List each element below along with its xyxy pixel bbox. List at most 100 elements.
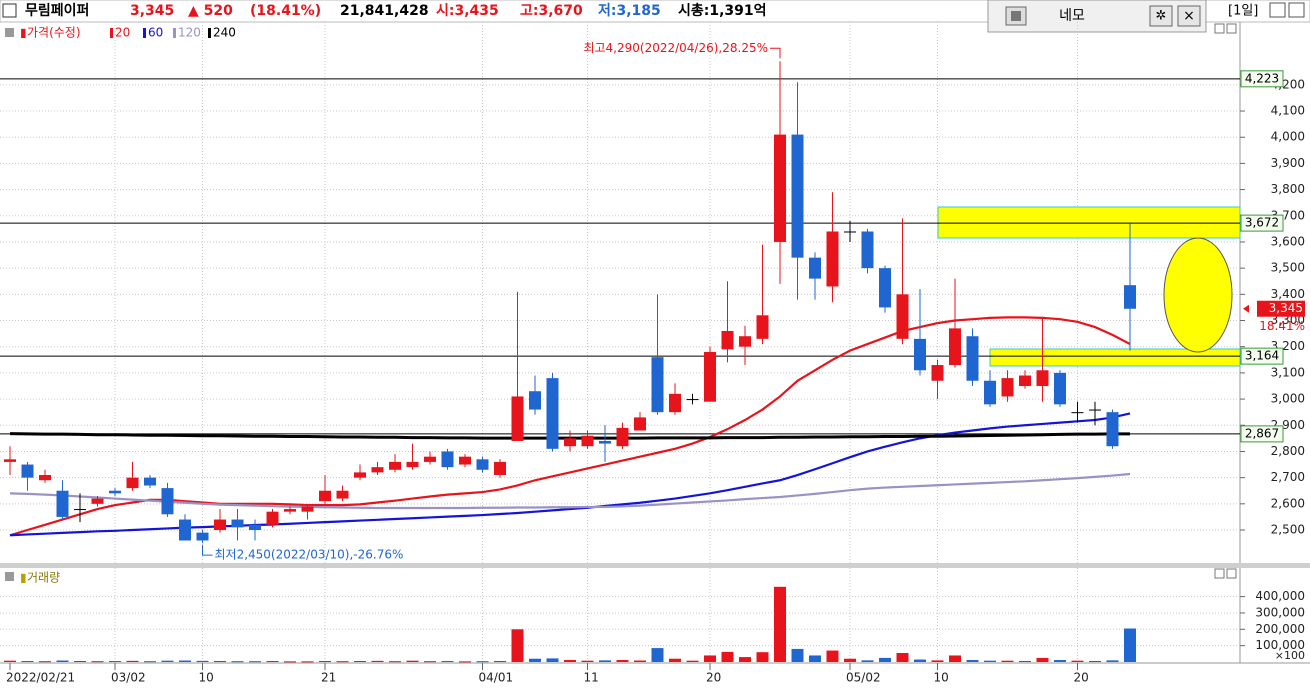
volume-bar <box>319 661 331 663</box>
settings-button[interactable] <box>1149 5 1173 27</box>
moving-average <box>9 316 1131 537</box>
volume-bar <box>231 661 244 663</box>
change: ▲ 520 <box>188 3 233 19</box>
panel-button[interactable] <box>1226 568 1237 579</box>
volume-bar <box>774 586 786 662</box>
volume-bar <box>599 660 611 662</box>
y-tick-label: 4,000 <box>1271 130 1305 144</box>
y-tick-label: 3,400 <box>1271 287 1305 301</box>
candle-body <box>21 464 34 478</box>
candle-body <box>669 393 681 413</box>
panel-button[interactable] <box>1214 568 1225 579</box>
volume-bar <box>459 661 471 663</box>
candle-body <box>249 524 261 531</box>
max-button[interactable] <box>1288 2 1305 18</box>
close-icon: × <box>1183 8 1195 24</box>
legend-marker <box>173 28 176 38</box>
legend-marker <box>110 28 113 38</box>
volume-bar <box>809 655 821 662</box>
volume-bar <box>441 661 454 663</box>
y-tick-label: 200,000 <box>1255 622 1305 636</box>
candle-body <box>389 461 401 470</box>
candle-body <box>214 519 226 531</box>
volume-bar <box>949 655 961 662</box>
candle-body <box>126 477 139 489</box>
candle-body <box>896 294 909 339</box>
legend-label: 가격(수정) <box>27 26 81 40</box>
volume-bar <box>109 661 121 663</box>
min-annotation: 최저2,450(2022/03/10),-26.76% <box>215 548 404 562</box>
volume-bar <box>529 658 541 662</box>
reference-label-box <box>1240 214 1284 232</box>
candle-body <box>196 532 209 541</box>
close-button[interactable] <box>1177 5 1201 27</box>
reference-label: 4,223 <box>1245 71 1279 85</box>
candle-body <box>1036 370 1049 386</box>
open: 시:3,435 <box>436 3 499 19</box>
volume-bar <box>861 660 874 662</box>
last-price-box <box>1257 300 1305 317</box>
candle-body <box>144 477 156 486</box>
highlight-box[interactable] <box>989 348 1241 367</box>
x-tick-label: 04/01 <box>479 671 514 685</box>
legend-marker <box>208 28 211 38</box>
x-tick-label: 10 <box>934 671 949 685</box>
volume-bar <box>284 661 296 663</box>
panel-button[interactable] <box>1226 23 1237 34</box>
volume-bar <box>21 661 34 663</box>
candle-body <box>231 519 244 528</box>
settings-icon: ✲ <box>1156 9 1167 24</box>
candle-body <box>1124 285 1136 309</box>
panel-button[interactable] <box>1214 23 1225 34</box>
candle-body <box>441 451 454 468</box>
volume-bar <box>669 658 681 662</box>
volume-bar <box>406 660 419 662</box>
volume-bar <box>1106 660 1119 662</box>
annotation-arrow <box>202 545 213 556</box>
volume-bar <box>144 661 156 663</box>
volume-bar <box>826 650 839 662</box>
candle-body <box>826 231 839 287</box>
volume-bar <box>126 660 139 662</box>
volume-bar <box>424 661 436 663</box>
volume-bar <box>756 652 769 662</box>
y-tick-label: 3,100 <box>1271 365 1305 379</box>
volume-bar <box>616 660 629 662</box>
price: 3,345 <box>130 3 174 19</box>
y-tick-label: 3,800 <box>1271 182 1305 196</box>
volume-bar <box>879 657 891 662</box>
annotation-arrow <box>770 47 781 59</box>
candle-body <box>39 475 51 481</box>
volume-bar <box>476 661 489 663</box>
x-tick-label: 2022/02/21 <box>6 671 75 685</box>
volume-bar <box>266 661 279 663</box>
candle-body <box>686 399 699 401</box>
volume-bar <box>844 658 856 662</box>
candle-body <box>616 427 629 447</box>
candle-body <box>529 391 541 410</box>
candle-body <box>949 328 961 366</box>
highlight-ellipse[interactable] <box>1163 237 1233 353</box>
volume-bar <box>966 660 979 662</box>
legend-label: 240 <box>213 26 236 40</box>
volume-bar <box>371 660 384 662</box>
volume-bar <box>214 661 226 663</box>
reference-label: 3,164 <box>1245 349 1279 363</box>
legend-marker <box>143 28 146 38</box>
stock-name: 무림페이퍼 <box>25 2 89 19</box>
volume-plot <box>4 586 1136 663</box>
period[interactable]: [1일] <box>1228 4 1258 19</box>
checkbox[interactable] <box>2 3 17 18</box>
y-tick-label: 2,600 <box>1271 496 1305 510</box>
highlight-box[interactable] <box>937 206 1241 239</box>
candle-body <box>914 338 926 371</box>
legend-marker: ▮ <box>20 26 27 40</box>
volume-bar <box>511 629 524 662</box>
volume-bar <box>1019 661 1031 663</box>
volume-bar <box>354 661 366 663</box>
volume-bar <box>1071 660 1084 662</box>
min-button[interactable] <box>1269 2 1286 18</box>
y-tick-label: 3,900 <box>1271 156 1305 170</box>
panel-separator <box>0 563 1310 568</box>
